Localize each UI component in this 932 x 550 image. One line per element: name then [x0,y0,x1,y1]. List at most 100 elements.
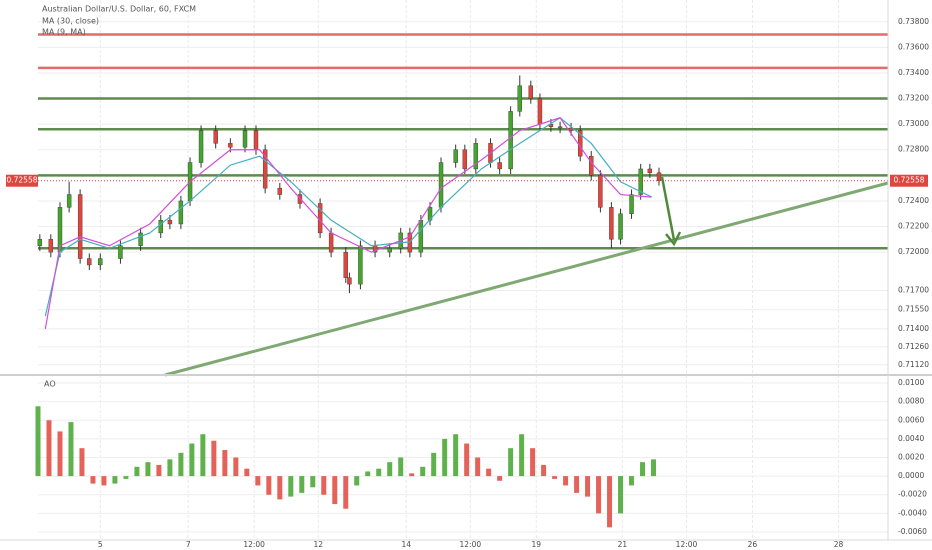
ao-bar [629,476,635,486]
candle-body [629,194,634,214]
ao-bar [68,422,74,477]
ao-bar [618,476,624,514]
candle-body [178,200,184,225]
y-tick-label: 0.73200 [898,94,929,103]
last-price-label: 0.72558 [6,176,37,185]
candle-body [609,207,614,240]
ao-bar [145,462,151,477]
candle-body [438,162,444,208]
ao-bar [200,434,206,477]
y-tick-label: 0.0080 [898,397,924,406]
y-tick-label: 0.0060 [898,415,924,424]
candle-body [242,130,248,148]
candle-body [589,155,594,176]
ao-bar [211,440,217,477]
legend-entry: MA (30, close) [42,17,99,26]
ao-bar [288,476,294,497]
y-tick-label: -0.0040 [898,508,927,517]
y-tick-label: 0.72200 [898,222,929,231]
candle-body [138,232,143,246]
y-tick-label: 0.0000 [898,471,924,480]
y-tick-label: 0.0020 [898,453,924,462]
ao-bar [189,443,195,477]
y-tick-label: 0.71400 [898,324,929,333]
ao-bar [475,457,481,477]
ao-bar [464,443,470,477]
ao-bar [299,476,305,493]
candle-body [528,85,533,99]
ao-bar [57,431,63,477]
candle-body [656,172,662,181]
ao-bar [255,476,261,486]
candle-body [462,149,468,170]
ao-bar [178,452,184,477]
indicator-title: AO [44,380,56,389]
ao-bar [354,476,360,486]
y-tick-label: 0.0040 [898,434,924,443]
candle-body [537,98,543,125]
candle-body [343,251,348,278]
candle-body [638,168,643,195]
x-tick-label: 12:00 [460,540,482,549]
last-price-box [6,174,38,187]
ao-bar [409,473,415,477]
ao-bar [123,476,129,479]
x-tick-label: 12:00 [676,540,698,549]
y-tick-label: 0.72000 [898,247,929,256]
ao-bar [420,466,426,477]
ao-bar [486,468,492,477]
candle-body [262,149,268,189]
ao-bar [101,476,107,486]
candle-body [328,232,334,253]
ao-bar [585,476,591,497]
ao-bar [596,476,602,514]
candle-body [213,130,218,144]
y-tick-label: 0.73400 [898,68,929,77]
ao-bar [442,438,448,477]
x-tick-label: 21 [618,540,628,549]
ao-bar [530,448,536,477]
ao-bar [222,450,228,477]
ao-bar [134,466,140,477]
ao-bar [651,459,657,477]
candle-body [228,143,233,148]
y-tick-label: 0.72800 [898,145,929,154]
ao-bar [332,476,338,505]
ao-bar [398,457,404,477]
ao-bar [266,476,272,495]
candle-body [87,258,92,266]
ao-bar [79,448,85,477]
trend-line [164,181,889,377]
price-pane [37,33,888,330]
ao-bar [365,471,371,477]
candle-body [118,245,123,259]
y-tick-label: 0.71260 [898,342,929,351]
candle-body [37,239,43,246]
y-tick-label: 0.73600 [898,42,929,51]
candle-body [198,130,204,163]
y-tick-label: 0.0100 [898,378,924,387]
ao-bar [376,468,382,477]
candle-body [158,219,163,234]
ao-bar [167,459,173,477]
candle-body [453,149,458,163]
candle-body [167,219,173,225]
last-price-box [890,174,928,187]
candle-body [77,194,83,259]
last-price-label: 0.72558 [893,176,924,185]
symbol-title: Australian Dollar/U.S. Dollar, 60, FXCM [42,5,196,14]
x-tick-label: 26 [748,540,758,549]
x-tick-label: 12:00 [243,540,265,549]
x-tick-label: 19 [532,540,542,549]
candle-body [598,175,603,208]
candle-body [66,194,72,208]
ao-bar [277,476,283,500]
candle-body [517,85,522,112]
candle-body [98,258,103,266]
arrow [660,176,676,241]
ao-bar [387,462,393,477]
candle-body [347,277,352,285]
ao-bar [46,420,52,477]
ao-bar [508,448,514,477]
candle-body [568,127,574,131]
